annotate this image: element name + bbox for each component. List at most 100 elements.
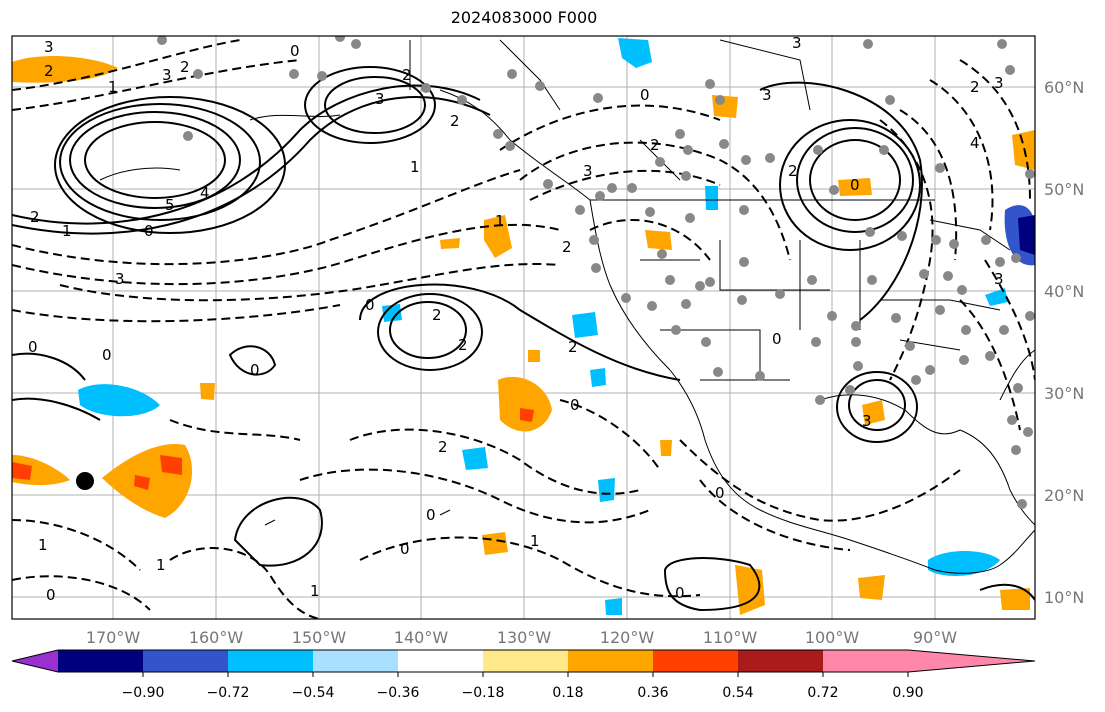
- contour-label: 0: [675, 584, 685, 602]
- contour-label: 2: [788, 162, 798, 180]
- hawaii-marker: [76, 472, 94, 490]
- contour-label: 0: [46, 586, 56, 604]
- anomaly-orange-nw-coast: [484, 215, 512, 258]
- colorbar-segment: [228, 650, 313, 672]
- station-dots: [157, 36, 1035, 509]
- colorbar-segment: [568, 650, 653, 672]
- contour-label: 3: [994, 74, 1004, 92]
- contour-label: 3: [792, 34, 802, 52]
- colorbar-tick-label: 0.36: [637, 685, 668, 701]
- dashed-contours: [12, 39, 1035, 619]
- contour-label-layer: 3 2 0 1 2 3 3 2 1 5 4 2 1 0 3 2 3 1 0 2 …: [28, 34, 1004, 604]
- contour-label: 3: [762, 86, 772, 104]
- contour-label: 1: [495, 212, 505, 230]
- contour-label: 2: [568, 338, 578, 356]
- anomaly-orange-northwest: [645, 230, 672, 250]
- anomaly-blue-subtropical: [78, 384, 160, 417]
- contour-label: 5: [165, 196, 175, 214]
- contour-label: 3: [375, 90, 385, 108]
- lon-label: 140°W: [394, 628, 449, 647]
- colorbar-tick-label: −0.72: [207, 685, 250, 701]
- contour-label: 3: [583, 162, 593, 180]
- contour-label: 1: [310, 582, 320, 600]
- contour-label: 0: [28, 338, 38, 356]
- colorbar-tick-label: −0.18: [462, 685, 505, 701]
- anomaly-blue-northeast: [985, 288, 1008, 306]
- colorbar-tick-label: 0.72: [807, 685, 838, 701]
- colorbar-tick-label: 0.90: [892, 685, 923, 701]
- contour-label: 2: [180, 58, 190, 76]
- colorbar-tick-label: 0.54: [722, 685, 753, 701]
- anomaly-orange-offshore-ca: [498, 376, 552, 432]
- colorbar-segment: [58, 650, 143, 672]
- latitude-labels: 60°N 50°N 40°N 30°N 20°N 10°N: [1044, 78, 1084, 607]
- longitude-labels: 170°W 160°W 150°W 140°W 130°W 120°W 110°…: [86, 628, 957, 647]
- contour-label: 3: [862, 412, 872, 430]
- anomaly-blue-caribbean: [928, 551, 1000, 576]
- lon-label: 160°W: [189, 628, 244, 647]
- anomaly-orange-east-pacific: [482, 532, 508, 555]
- anomaly-orange-caribbean-east: [1000, 588, 1030, 610]
- anomaly-orange-alaska-gulf: [12, 56, 118, 83]
- contour-label: 2: [432, 306, 442, 324]
- colorbar-tick-label: −0.36: [377, 685, 420, 701]
- anomaly-blue-small-4: [605, 598, 622, 615]
- lat-label: 30°N: [1044, 384, 1084, 403]
- lon-label: 170°W: [86, 628, 141, 647]
- colorbar-tick-label: −0.90: [122, 685, 165, 701]
- contour-label: 0: [144, 222, 154, 240]
- contour-label: 2: [30, 208, 40, 226]
- anomaly-red-offshore-ca: [520, 408, 534, 422]
- colorbar-segment: [653, 650, 738, 672]
- lon-label: 90°W: [913, 628, 957, 647]
- anomaly-orange-small-1: [200, 383, 215, 400]
- contour-label: 1: [156, 556, 166, 574]
- colorbar-tick-label: 0.18: [552, 685, 583, 701]
- colorbar: −0.90 −0.72 −0.54 −0.36 −0.18 0.18 0.36 …: [11, 649, 1036, 701]
- contour-label: 0: [400, 540, 410, 558]
- contour-label: 4: [200, 184, 210, 202]
- contour-label: 0: [772, 330, 782, 348]
- contour-label: 0: [365, 296, 375, 314]
- contour-label: 2: [562, 238, 572, 256]
- contour-label: 0: [715, 484, 725, 502]
- contour-label: 0: [426, 506, 436, 524]
- anomaly-blue-small-2: [598, 478, 615, 502]
- colorbar-tick-label: −0.54: [292, 685, 335, 701]
- solid-contours: [12, 66, 1035, 612]
- lon-label: 130°W: [497, 628, 552, 647]
- map-frame: [11, 35, 1036, 620]
- colorbar-segment: [143, 650, 228, 672]
- contour-label: 0: [850, 176, 860, 194]
- colorbar-ticks: [142, 672, 909, 677]
- graticule: [12, 36, 1035, 619]
- contour-label: 2: [44, 62, 54, 80]
- colorbar-segment: [313, 650, 398, 672]
- contour-label: 2: [450, 112, 460, 130]
- anomaly-orange-texas: [862, 400, 885, 425]
- anomaly-blue-small-1: [382, 304, 402, 322]
- lat-label: 60°N: [1044, 78, 1084, 97]
- colorbar-segment: [738, 650, 823, 672]
- lat-label: 40°N: [1044, 282, 1084, 301]
- anomaly-blue-bc-coast: [618, 38, 652, 68]
- contour-label: 1: [108, 78, 118, 96]
- contour-label: 4: [970, 134, 980, 152]
- anomaly-red-pacific-west: [12, 462, 32, 480]
- lon-label: 100°W: [805, 628, 860, 647]
- contour-label: 3: [162, 66, 172, 84]
- coastlines: [99, 39, 1035, 574]
- contour-label: 2: [438, 438, 448, 456]
- anomaly-red-central-pacific: [160, 455, 182, 475]
- anomaly-navy-great-lakes: [1018, 215, 1035, 255]
- anomaly-orange-small-4: [528, 350, 540, 362]
- lon-label: 120°W: [600, 628, 655, 647]
- contour-label: 1: [530, 532, 540, 550]
- lat-label: 10°N: [1044, 588, 1084, 607]
- contour-label: 0: [570, 396, 580, 414]
- anomaly-blue-baja: [572, 312, 598, 338]
- lat-label: 20°N: [1044, 486, 1084, 505]
- anomaly-orange-gulf-panama: [858, 575, 885, 600]
- contour-label: 1: [38, 536, 48, 554]
- colorbar-extend-min: [12, 650, 58, 672]
